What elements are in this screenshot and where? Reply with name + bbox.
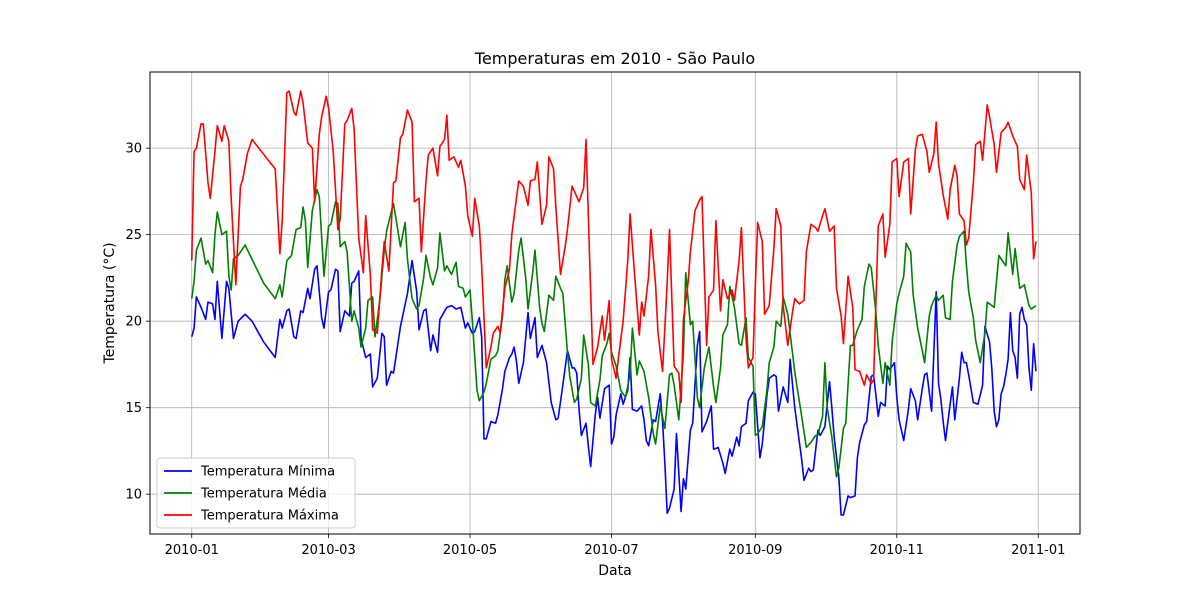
- y-tick-label: 25: [125, 228, 142, 243]
- legend-entry-mean: Temperatura Média: [164, 487, 327, 502]
- legend-label: Temperatura Máxima: [200, 509, 339, 524]
- x-tick-label: 2010-11: [870, 543, 924, 558]
- x-tick-label: 2010-01: [165, 543, 219, 558]
- x-tick-label: 2010-09: [728, 543, 782, 558]
- temperature-min-line: [190, 259, 1037, 516]
- plot-area-frame: [149, 71, 1081, 535]
- x-axis-label: Data: [598, 563, 631, 579]
- y-tick-label: 20: [125, 315, 142, 330]
- chart-legend: Temperatura Mínima Temperatura Média Tempe…: [156, 457, 356, 529]
- legend-box: [156, 457, 356, 529]
- y-axis-label: Temperatura (°C): [102, 242, 118, 364]
- temperature-max-line: [190, 90, 1037, 404]
- y-tick-label: 10: [125, 488, 142, 503]
- y-axis-ticks: 10 15 20 25 30: [125, 142, 150, 503]
- series-lines: [190, 90, 1037, 516]
- legend-entries: Temperatura Mínima Temperatura Média Tempe…: [164, 465, 339, 524]
- x-tick-label: 2011-01: [1011, 543, 1065, 558]
- temperature-mean-line: [190, 188, 1037, 478]
- y-tick-label: 30: [125, 142, 142, 157]
- legend-entry-max: Temperatura Máxima: [164, 509, 339, 524]
- x-tick-label: 2010-07: [584, 543, 638, 558]
- chart-title: Temperaturas em 2010 - São Paulo: [474, 49, 755, 68]
- x-tick-label: 2010-05: [443, 543, 497, 558]
- legend-label: Temperatura Média: [200, 487, 327, 502]
- legend-label: Temperatura Mínima: [200, 465, 335, 480]
- x-axis-ticks: 2010-01 2010-03 2010-05 2010-07 2010-09 2010-…: [165, 534, 1065, 558]
- legend-entry-min: Temperatura Mínima: [164, 465, 335, 480]
- x-tick-label: 2010-03: [301, 543, 355, 558]
- y-tick-label: 15: [125, 401, 142, 416]
